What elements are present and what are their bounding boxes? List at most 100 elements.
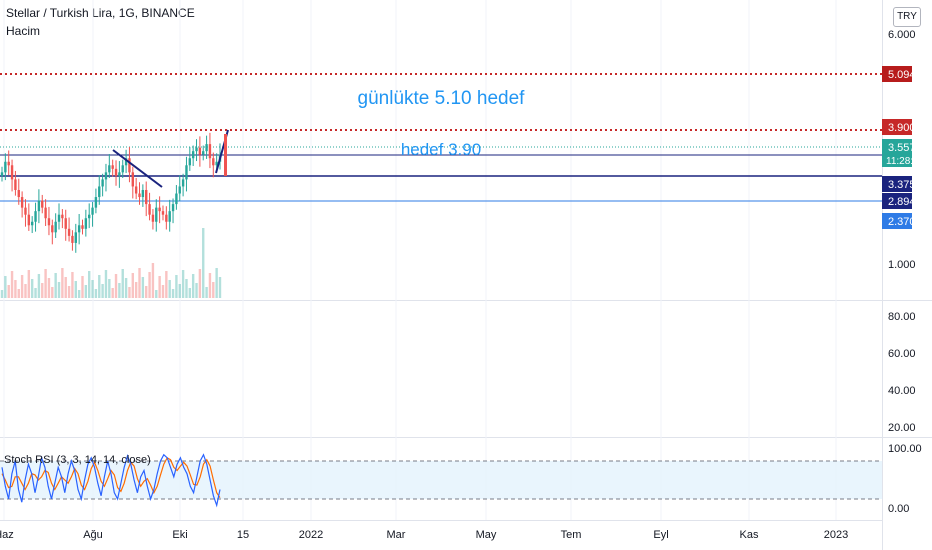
candle-body[interactable]: [175, 193, 178, 205]
candle-body[interactable]: [94, 197, 98, 208]
annotation-target-1[interactable]: günlükte 5.10 hedef: [358, 88, 526, 109]
candle-body[interactable]: [4, 161, 7, 173]
candle-body[interactable]: [171, 204, 175, 212]
candle-body[interactable]: [17, 189, 20, 198]
candle-body[interactable]: [37, 200, 41, 212]
trendline-down[interactable]: [112, 149, 163, 188]
time-label: Haz: [0, 529, 14, 541]
candle-body[interactable]: [155, 207, 158, 222]
candle-body[interactable]: [77, 225, 81, 233]
horizontal-levels[interactable]: [0, 73, 882, 202]
volume-bar: [171, 289, 175, 298]
candle-body[interactable]: [88, 214, 91, 219]
candle-body[interactable]: [131, 172, 134, 187]
candle-body[interactable]: [168, 211, 171, 222]
candle-body[interactable]: [54, 221, 57, 233]
volume-bar: [208, 273, 212, 298]
candle-body[interactable]: [10, 165, 14, 180]
candle-body[interactable]: [0, 172, 4, 176]
price-badge: [882, 139, 912, 167]
candle-body[interactable]: [118, 172, 121, 176]
candle-body[interactable]: [134, 186, 138, 194]
time-label: Kas: [740, 529, 759, 541]
candle-body[interactable]: [188, 158, 192, 166]
candlesticks[interactable]: [0, 132, 222, 253]
volume-bar: [30, 279, 34, 298]
candle-body[interactable]: [57, 214, 61, 222]
candle-body[interactable]: [101, 179, 104, 187]
stoch-line: [1, 453, 221, 508]
candle-body[interactable]: [71, 235, 74, 243]
countdown-label: 11:28:35: [886, 156, 925, 167]
candle-body[interactable]: [44, 207, 47, 219]
candle-body[interactable]: [178, 186, 181, 194]
pane2-tick-60: 60.00: [888, 348, 916, 360]
price-badge-label: 3.375: [888, 179, 916, 191]
candle-body[interactable]: [20, 197, 24, 208]
candle-body[interactable]: [14, 179, 17, 190]
candle-body[interactable]: [30, 221, 34, 226]
candle-body[interactable]: [84, 218, 88, 229]
candle-body[interactable]: [215, 161, 218, 166]
candle-body[interactable]: [165, 214, 168, 222]
candle-body[interactable]: [64, 218, 67, 229]
volume-bar: [195, 283, 198, 298]
candle-body[interactable]: [27, 214, 31, 226]
candle-body[interactable]: [104, 172, 108, 180]
candle-body[interactable]: [81, 225, 84, 229]
candle-body[interactable]: [98, 186, 101, 198]
candle-body[interactable]: [191, 151, 195, 159]
volume-bar: [91, 280, 94, 298]
volume-bar: [41, 283, 44, 298]
candle-body[interactable]: [111, 165, 114, 169]
candle-body[interactable]: [61, 214, 64, 219]
candle-body[interactable]: [151, 214, 155, 222]
candle-body[interactable]: [202, 151, 205, 155]
candle-body[interactable]: [138, 193, 141, 198]
volume-bar: [20, 275, 24, 298]
candle-body[interactable]: [74, 232, 77, 243]
candle-body[interactable]: [198, 147, 202, 155]
price-badge-label: 2.894: [888, 196, 916, 208]
time-label: Eyl: [653, 529, 668, 541]
candle-body[interactable]: [148, 204, 151, 215]
candle-body[interactable]: [128, 158, 131, 173]
annotation-target-2[interactable]: hedef 3.90: [401, 140, 481, 159]
volume-bar: [101, 284, 104, 298]
time-axis[interactable]: Haz Ağu Eki 15 2022 Mar May Tem Eyl Kas 2023: [0, 529, 848, 541]
candle-body[interactable]: [41, 200, 44, 208]
candle-body[interactable]: [208, 144, 212, 159]
volume-bar: [134, 282, 138, 298]
candle-body[interactable]: [141, 189, 145, 198]
candle-body[interactable]: [67, 228, 71, 236]
candle-body[interactable]: [181, 179, 185, 187]
candle-body[interactable]: [51, 225, 54, 233]
candle-body[interactable]: [47, 218, 51, 226]
price-tick-6: 6.000: [888, 29, 916, 41]
volume-bar: [161, 285, 165, 298]
stoch-line: [1, 456, 221, 499]
last-candle[interactable]: [224, 134, 227, 176]
candle-body[interactable]: [7, 161, 10, 166]
candle-body[interactable]: [158, 207, 161, 212]
candle-body[interactable]: [185, 165, 188, 180]
candle-body[interactable]: [124, 158, 128, 166]
currency-button[interactable]: TRY: [893, 7, 921, 27]
volume-bar: [158, 276, 161, 298]
chart-title: Stellar / Turkish Lira, 1G, BINANCE: [6, 6, 195, 20]
candle-body[interactable]: [212, 158, 215, 166]
candle-body[interactable]: [91, 207, 94, 215]
candle-body[interactable]: [34, 211, 37, 222]
candle-body[interactable]: [24, 207, 27, 215]
candle-body[interactable]: [205, 144, 208, 152]
candle-body[interactable]: [161, 211, 165, 215]
candle-body[interactable]: [195, 147, 198, 152]
candle-body[interactable]: [108, 165, 111, 173]
volume-bar: [54, 273, 57, 298]
candle-body[interactable]: [145, 189, 148, 205]
volume-bar: [111, 288, 114, 298]
volume-bar: [61, 268, 64, 298]
candle-body[interactable]: [114, 168, 118, 176]
candle-body[interactable]: [121, 165, 124, 173]
